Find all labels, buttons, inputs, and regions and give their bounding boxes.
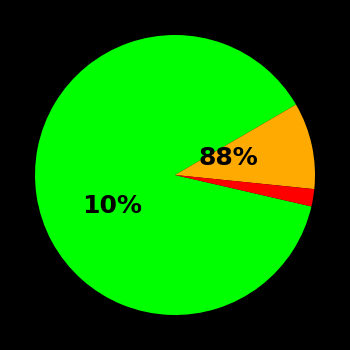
Text: 88%: 88% — [198, 146, 258, 170]
Wedge shape — [35, 35, 312, 315]
Wedge shape — [175, 105, 315, 189]
Wedge shape — [175, 175, 314, 206]
Text: 10%: 10% — [82, 194, 142, 218]
